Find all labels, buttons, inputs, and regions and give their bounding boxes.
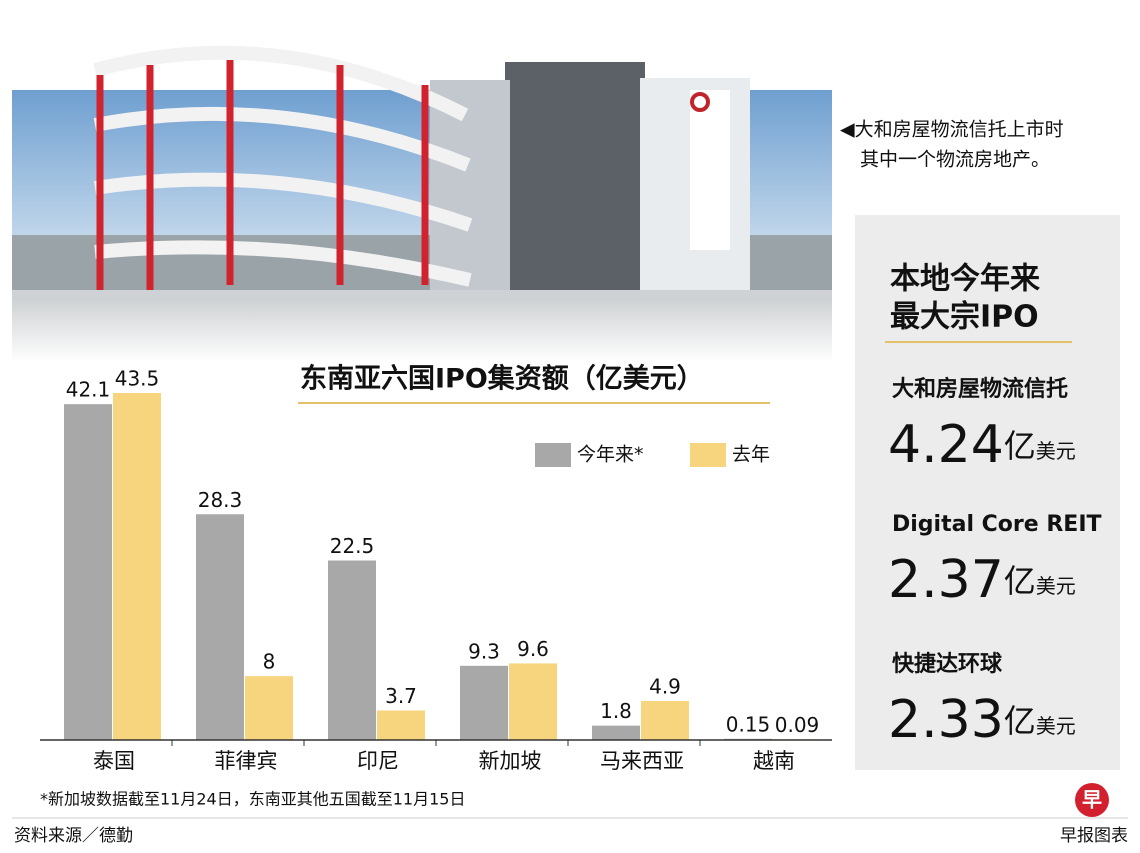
logo	[1075, 783, 1109, 817]
bar	[377, 710, 425, 740]
x-tick-label: 泰国	[93, 749, 135, 773]
item-name: Digital Core REIT	[892, 512, 1102, 537]
legend-label: 今年来*	[577, 444, 644, 466]
bar	[64, 404, 112, 740]
legend-swatch	[535, 443, 571, 467]
value-label: 8	[263, 650, 276, 674]
footnote: *新加坡数据截至11月24日，东南亚其他五国截至11月15日	[40, 790, 465, 809]
x-tick-label: 新加坡	[479, 749, 542, 773]
legend-swatch	[690, 443, 726, 467]
x-tick-label: 越南	[753, 749, 795, 773]
amount-currency: 美元	[1036, 574, 1076, 598]
item-amount: 4.24亿美元	[888, 415, 1076, 475]
value-label: 0.15	[726, 712, 771, 736]
value-label: 22.5	[330, 534, 375, 558]
photo-caption: ◀大和房屋物流信托上市时	[840, 119, 1064, 141]
amount-currency: 美元	[1036, 439, 1076, 463]
bar	[245, 676, 293, 740]
item-amount: 2.33亿美元	[888, 690, 1076, 750]
x-tick-label: 菲律宾	[215, 749, 278, 773]
amount-unit: 亿	[1004, 427, 1036, 465]
amount-unit: 亿	[1004, 702, 1036, 740]
photo	[12, 45, 832, 362]
value-label: 0.09	[775, 713, 820, 737]
bar	[113, 393, 161, 740]
bar	[592, 725, 640, 740]
amount-unit: 亿	[1004, 562, 1036, 600]
item-name: 大和房屋物流信托	[892, 376, 1068, 402]
x-tick-label: 马来西亚	[600, 749, 684, 773]
bar	[641, 700, 689, 740]
value-label: 1.8	[600, 699, 632, 723]
bar	[509, 663, 557, 740]
amount-amount: 4.24	[888, 415, 1004, 475]
credit: 早报图表	[1060, 826, 1128, 846]
amount-amount: 2.37	[888, 550, 1004, 610]
bar	[460, 665, 508, 740]
bar	[328, 560, 376, 740]
photo-caption: 其中一个物流房地产。	[860, 149, 1050, 171]
amount-currency: 美元	[1036, 714, 1076, 738]
source: 资料来源／德勤	[14, 826, 133, 846]
amount-amount: 2.33	[888, 690, 1004, 750]
panel-title: 本地今年来	[890, 262, 1040, 297]
value-label: 3.7	[385, 684, 417, 708]
value-label: 9.3	[468, 639, 500, 663]
item-name: 快捷达环球	[892, 652, 1003, 677]
chart-title: 东南亚六国IPO集资额（亿美元）	[300, 363, 704, 395]
value-label: 42.1	[66, 378, 111, 402]
legend-label: 去年	[732, 444, 770, 466]
value-label: 28.3	[198, 488, 243, 512]
panel-title: 最大宗IPO	[890, 300, 1039, 335]
panel	[855, 215, 1120, 770]
x-tick-label: 印尼	[357, 749, 399, 773]
logo-text: 早	[1082, 788, 1102, 812]
value-label: 4.9	[649, 674, 681, 698]
item-amount: 2.37亿美元	[888, 550, 1076, 610]
value-label: 43.5	[115, 367, 160, 391]
bar	[196, 514, 244, 740]
value-label: 9.6	[517, 637, 549, 661]
